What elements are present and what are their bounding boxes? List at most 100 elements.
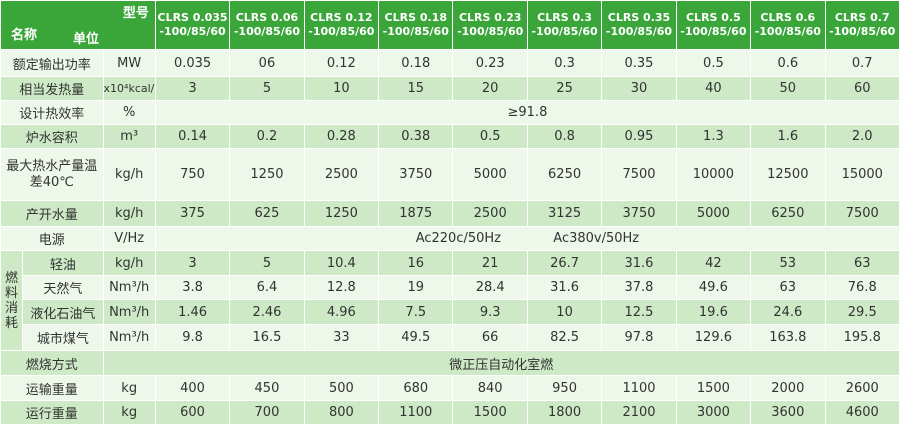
cell: 0.12 — [303, 49, 380, 77]
cell: 0.6 — [750, 49, 826, 77]
row-unit: x10⁴kcal/h — [102, 76, 156, 101]
cell: 2000 — [750, 375, 826, 401]
cell: 76.8 — [824, 275, 900, 300]
row-label: 城市煤气 — [22, 324, 104, 351]
cell: 25 — [526, 76, 603, 101]
model-header: CLRS 0.18 -100/85/60 — [378, 0, 454, 50]
cell: 3750 — [378, 148, 454, 201]
cell: 1875 — [378, 200, 454, 227]
row-label: 电源 — [0, 226, 104, 251]
row-transport: 运输重量 kg 400 450 500 680 840 950 1100 150… — [0, 375, 900, 401]
cell: 30 — [601, 76, 677, 101]
cell: 3000 — [675, 400, 752, 425]
cell: 700 — [229, 400, 305, 425]
row-unit: kg — [102, 400, 156, 425]
corner-name-label: 名称 — [11, 28, 38, 43]
cell: 50 — [750, 76, 826, 101]
row-unit: kg/h — [102, 200, 156, 227]
row-power: 额定输出功率 MW 0.035 06 0.12 0.18 0.23 0.3 0.… — [0, 49, 900, 77]
row-label: 设计热效率 — [0, 100, 104, 125]
row-lpg: 液化石油气 Nm³/h 1.46 2.46 4.96 7.5 9.3 10 12… — [1, 299, 900, 325]
cell: 0.5 — [452, 124, 528, 149]
cell: 53 — [750, 250, 826, 276]
row-label: 最大热水产量温差40℃ — [0, 148, 104, 201]
cell: 1.6 — [750, 124, 826, 149]
cell: 16.5 — [229, 324, 305, 351]
cell: 600 — [154, 400, 231, 425]
cell: 7500 — [601, 148, 677, 201]
row-label: 燃烧方式 — [0, 350, 104, 376]
row-label: 天然气 — [22, 275, 104, 300]
cell: 680 — [378, 375, 454, 401]
cell: 0.5 — [675, 49, 752, 77]
cell: 0.35 — [601, 49, 677, 77]
cell: 5000 — [452, 148, 528, 201]
cell: 0.38 — [378, 124, 454, 149]
row-combustion: 燃烧方式 微正压自动化室燃 — [0, 350, 900, 376]
row-unit: Nm³/h — [102, 275, 156, 300]
row-unit: kg — [102, 375, 156, 401]
merged-cell: 微正压自动化室燃 — [102, 350, 900, 376]
cell: 42 — [675, 250, 752, 276]
fuel-consumption-label: 燃料消耗 — [0, 250, 24, 351]
cell: 2.0 — [824, 124, 900, 149]
model-header: CLRS 0.6 -100/85/60 — [750, 0, 826, 50]
cell: 0.7 — [824, 49, 900, 77]
header-row: 型号 名称 单位 CLRS 0.035 -100/85/60 CLRS 0.06-… — [0, 0, 900, 50]
model-header: CLRS 0.3 -100/85/60 — [526, 0, 603, 50]
row-unit: kg/h — [102, 148, 156, 201]
cell: 500 — [303, 375, 380, 401]
cell: 1100 — [601, 375, 677, 401]
model-header: CLRS 0.7 -100/85/60 — [824, 0, 900, 50]
cell: 0.14 — [154, 124, 231, 149]
cell: 3750 — [601, 200, 677, 227]
cell: 6.4 — [229, 275, 305, 300]
cell: 5 — [229, 76, 305, 101]
cell: 26.7 — [526, 250, 603, 276]
merged-cell: Ac220c/50Hz Ac380v/50Hz — [154, 226, 900, 251]
cell: 1800 — [526, 400, 603, 425]
row-lightoil: 燃料消耗 轻油 kg/h 3 5 10.4 16 21 26.7 31.6 42… — [0, 250, 900, 351]
row-label: 运输重量 — [0, 375, 104, 401]
cell: 2100 — [601, 400, 677, 425]
cell: 5 — [229, 250, 305, 276]
spec-table: 型号 名称 单位 CLRS 0.035 -100/85/60 CLRS 0.06-… — [0, 0, 900, 425]
cell: 0.28 — [303, 124, 380, 149]
cell: 4.96 — [303, 299, 380, 325]
row-unit: % — [102, 100, 156, 125]
row-unit: kg/h — [102, 250, 156, 276]
cell: 29.5 — [824, 299, 900, 325]
cell: 12.5 — [601, 299, 677, 325]
model-header: CLRS 0.23 -100/85/60 — [452, 0, 528, 50]
corner-header: 型号 名称 单位 — [0, 0, 156, 50]
cell: 10 — [526, 299, 603, 325]
cell: 7500 — [824, 200, 900, 227]
row-volume: 炉水容积 m³ 0.14 0.2 0.28 0.38 0.5 0.8 0.95 … — [0, 124, 900, 149]
cell: 16 — [378, 250, 454, 276]
cell: 40 — [675, 76, 752, 101]
cell: 6250 — [526, 148, 603, 201]
power-supply-value-2: Ac380v/50Hz — [553, 231, 640, 246]
model-header: CLRS 0.06 -100/85/60 — [229, 0, 305, 50]
model-header: CLRS 0.035 -100/85/60 — [154, 0, 231, 50]
cell: 06 — [229, 49, 305, 77]
row-unit: MW — [102, 49, 156, 77]
model-header: CLRS 0.35 -100/85/60 — [601, 0, 677, 50]
cell: 12500 — [750, 148, 826, 201]
cell: 37.8 — [601, 275, 677, 300]
cell: 2600 — [824, 375, 900, 401]
cell: 5000 — [675, 200, 752, 227]
cell: 3 — [154, 76, 231, 101]
cell: 60 — [824, 76, 900, 101]
row-label: 炉水容积 — [0, 124, 104, 149]
row-label: 产开水量 — [0, 200, 104, 227]
cell: 0.95 — [601, 124, 677, 149]
cell: 63 — [824, 250, 900, 276]
cell: 3 — [154, 250, 231, 276]
cell: 10 — [303, 76, 380, 101]
cell: 625 — [229, 200, 305, 227]
cell: 0.3 — [526, 49, 603, 77]
cell: 49.6 — [675, 275, 752, 300]
row-unit: m³ — [102, 124, 156, 149]
cell: 15000 — [824, 148, 900, 201]
